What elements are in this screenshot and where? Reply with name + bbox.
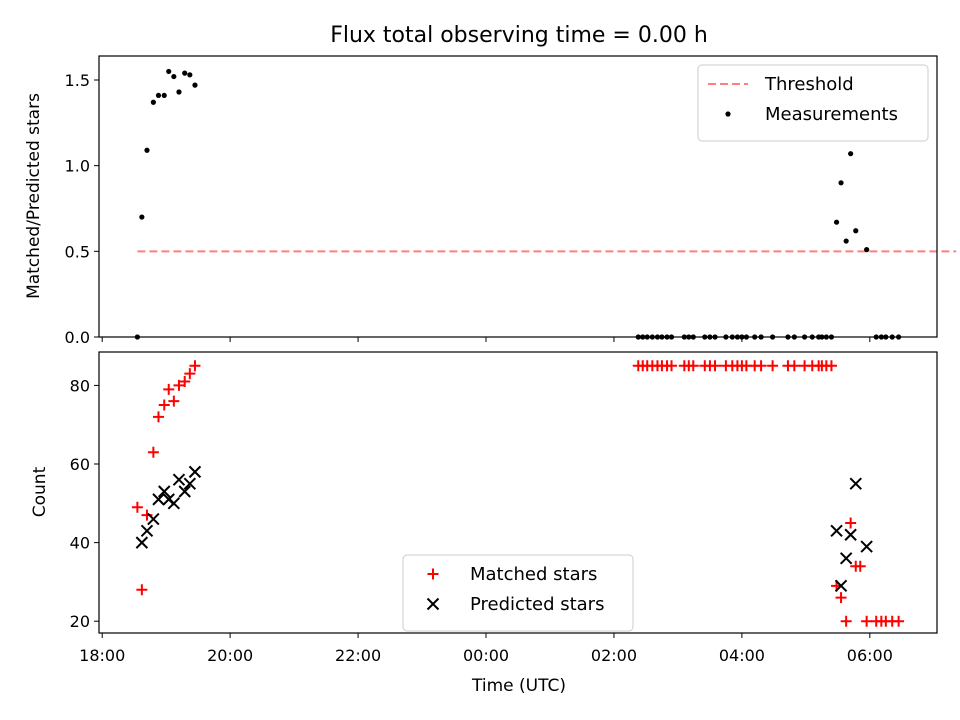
bottom-y-tick-label: 80 bbox=[70, 376, 90, 395]
chart-title: Flux total observing time = 0.00 h bbox=[330, 23, 708, 48]
matched-star-marker bbox=[840, 615, 852, 627]
measurement-point bbox=[155, 92, 162, 99]
measurement-point bbox=[864, 247, 870, 253]
top-plot-frame bbox=[98, 55, 938, 338]
measurement-point bbox=[182, 70, 188, 76]
measurement-point bbox=[161, 92, 167, 99]
predicted-star-marker bbox=[140, 524, 154, 538]
ratio-panel: Matched/Predicted stars 0.0 0.5 1.0 1.5 Thre… bbox=[24, 55, 957, 347]
matched-star-marker bbox=[825, 360, 837, 372]
matched-star-marker bbox=[861, 615, 873, 627]
top-y-tick-label: 1.5 bbox=[65, 71, 90, 90]
bottom-legend-box bbox=[402, 554, 634, 632]
x-tick-label: 20:00 bbox=[207, 646, 253, 665]
predicted-star-marker bbox=[172, 473, 186, 486]
predicted-star-marker bbox=[167, 497, 181, 510]
top-y-tick-label: 0.0 bbox=[65, 328, 90, 347]
top-y-axis-label: Matched/Predicted stars bbox=[24, 93, 44, 299]
predicted-star-marker bbox=[147, 512, 160, 526]
x-axis-label: Time (UTC) bbox=[471, 676, 566, 696]
x-tick-label: 18:00 bbox=[79, 646, 125, 665]
x-tick-label: 06:00 bbox=[847, 646, 893, 665]
legend-predicted-label: Predicted stars bbox=[470, 594, 604, 615]
matched-star-marker bbox=[835, 592, 847, 604]
measurement-point bbox=[171, 73, 177, 80]
bottom-y-axis-label: Count bbox=[30, 466, 50, 517]
predicted-star-marker bbox=[830, 524, 843, 538]
matched-star-marker bbox=[152, 411, 164, 423]
count-panel: Count 18:00 20:00 22:00 00:00 02:00 04:00 06:0… bbox=[30, 351, 938, 665]
predicted-star-marker bbox=[158, 485, 171, 498]
matched-star-marker bbox=[131, 501, 143, 513]
matched-star-marker bbox=[163, 383, 175, 395]
predicted-star-marker bbox=[152, 493, 165, 506]
x-tick-label: 22:00 bbox=[335, 646, 381, 665]
predicted-star-marker bbox=[834, 579, 848, 593]
top-legend-box bbox=[697, 64, 929, 142]
legend-predicted-swatch bbox=[426, 597, 440, 611]
matched-star-marker bbox=[755, 360, 767, 372]
matched-star-marker bbox=[845, 517, 857, 529]
matched-star-marker-group bbox=[131, 360, 905, 627]
predicted-star-marker bbox=[860, 540, 873, 553]
measurement-point bbox=[144, 147, 150, 153]
measurement-point bbox=[192, 82, 198, 88]
predicted-star-marker bbox=[178, 485, 191, 498]
legend-threshold: Threshold bbox=[708, 74, 854, 95]
matched-star-marker bbox=[788, 360, 800, 372]
matched-star-marker bbox=[173, 379, 185, 391]
predicted-star-marker bbox=[135, 536, 149, 549]
bottom-plot-frame bbox=[98, 351, 938, 634]
legend-matched-label: Matched stars bbox=[470, 564, 597, 585]
matched-star-marker bbox=[854, 560, 866, 572]
measurement-point bbox=[848, 151, 854, 157]
matched-star-marker bbox=[893, 615, 905, 627]
top-y-tick-label: 0.5 bbox=[65, 242, 90, 261]
top-y-tick-label: 1.0 bbox=[65, 157, 90, 176]
legend-predicted: Predicted stars bbox=[426, 594, 604, 615]
bottom-y-tick-label: 60 bbox=[70, 455, 90, 474]
predicted-star-marker bbox=[183, 477, 197, 490]
matched-star-marker bbox=[709, 360, 721, 372]
measurement-point bbox=[853, 228, 859, 234]
matched-star-marker bbox=[136, 584, 148, 596]
matched-star-marker bbox=[168, 395, 180, 407]
measurement-point bbox=[833, 219, 840, 225]
measurement-point bbox=[838, 180, 844, 186]
measurement-point bbox=[150, 99, 156, 105]
matched-star-marker bbox=[184, 368, 196, 380]
legend-threshold-label: Threshold bbox=[764, 74, 854, 95]
predicted-star-marker bbox=[844, 528, 857, 541]
predicted-star-marker-group bbox=[135, 465, 873, 593]
legend-matched: Matched stars bbox=[427, 564, 597, 585]
legend-measurements-swatch bbox=[725, 111, 731, 117]
measurement-point bbox=[843, 238, 849, 244]
predicted-star-marker bbox=[849, 477, 862, 490]
measurement-point bbox=[187, 72, 193, 78]
measurement-point bbox=[139, 214, 145, 220]
matched-star-marker bbox=[666, 360, 678, 372]
matched-star-marker bbox=[189, 360, 201, 372]
matched-star-marker bbox=[179, 375, 191, 387]
matched-star-marker bbox=[147, 446, 159, 458]
top-legend: Threshold Measurements bbox=[697, 64, 929, 142]
legend-measurements-label: Measurements bbox=[765, 104, 898, 125]
matched-star-marker bbox=[767, 360, 779, 372]
measurement-point bbox=[166, 68, 172, 75]
matched-star-marker bbox=[158, 399, 170, 411]
x-tick-label: 04:00 bbox=[719, 646, 765, 665]
measurement-point bbox=[176, 89, 182, 95]
bottom-y-tick-label: 40 bbox=[70, 534, 90, 553]
x-tick-label: 00:00 bbox=[463, 646, 509, 665]
legend-matched-swatch bbox=[427, 568, 439, 580]
predicted-star-marker bbox=[839, 552, 853, 565]
bottom-y-tick-label: 20 bbox=[70, 612, 90, 631]
x-tick-label: 02:00 bbox=[591, 646, 637, 665]
legend-measurements: Measurements bbox=[725, 104, 898, 125]
bottom-legend: Matched stars Predicted stars bbox=[402, 554, 634, 632]
predicted-star-marker bbox=[188, 465, 202, 479]
matched-star-marker bbox=[687, 360, 699, 372]
